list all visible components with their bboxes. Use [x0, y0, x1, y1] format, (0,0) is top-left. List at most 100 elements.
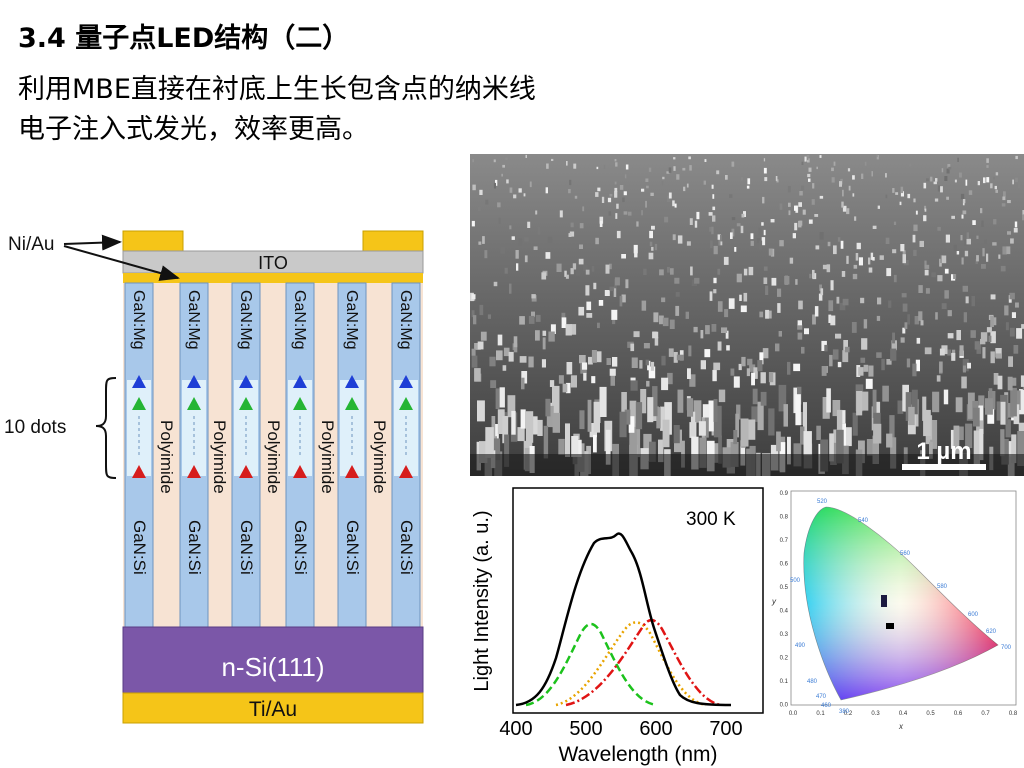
- sem-grain: [566, 382, 571, 394]
- sem-grain: [690, 411, 696, 436]
- sem-grain: [519, 316, 525, 325]
- sem-grain: [738, 363, 742, 371]
- sem-grain: [654, 243, 658, 251]
- sem-grain: [778, 331, 782, 337]
- sem-grain: [698, 421, 706, 436]
- sem-grain: [708, 212, 713, 216]
- sem-grain: [628, 211, 632, 216]
- sem-grain: [717, 301, 723, 312]
- sem-grain: [807, 160, 809, 163]
- sem-grain: [842, 298, 849, 306]
- sem-grain: [736, 404, 741, 420]
- sem-grain: [511, 410, 516, 435]
- sem-grain: [809, 273, 812, 279]
- sem-grain: [981, 264, 986, 269]
- sem-grain: [848, 185, 851, 191]
- sem-grain: [812, 314, 816, 325]
- sem-grain: [731, 228, 735, 237]
- scale-bar: [902, 464, 986, 470]
- sem-grain: [607, 197, 612, 203]
- sem-grain: [669, 319, 675, 329]
- sem-grain: [619, 411, 627, 438]
- sem-grain: [789, 257, 794, 264]
- sem-grain: [597, 187, 601, 192]
- sem-grain: [998, 258, 1002, 264]
- sem-grain: [709, 226, 712, 232]
- sem-grain: [599, 221, 603, 227]
- sem-grain: [861, 173, 864, 179]
- sem-grain: [561, 312, 566, 318]
- sem-grain: [995, 172, 999, 176]
- sem-grain: [609, 263, 612, 270]
- sem-grain: [547, 236, 553, 244]
- sem-grain: [471, 310, 475, 318]
- sem-grain: [885, 173, 887, 178]
- sem-grain: [487, 314, 491, 319]
- sem-grain: [687, 398, 694, 417]
- sem-grain: [804, 156, 807, 162]
- sem-grain: [877, 205, 880, 209]
- sem-grain: [740, 418, 749, 447]
- sem-grain: [643, 343, 650, 349]
- sem-grain: [831, 167, 834, 172]
- sem-grain: [1009, 327, 1015, 337]
- sem-grain: [709, 291, 713, 301]
- sem-grain: [621, 392, 627, 423]
- sem-grain: [750, 240, 754, 246]
- sem-grain: [776, 431, 781, 452]
- sem-grain: [962, 285, 968, 292]
- sem-grain: [736, 273, 742, 283]
- sem-grain: [713, 277, 717, 284]
- sem-grain: [472, 184, 476, 191]
- sem-grain: [1019, 389, 1024, 415]
- sem-grain: [982, 248, 985, 257]
- sem-grain: [479, 189, 483, 195]
- sem-grain: [852, 193, 855, 197]
- sem-grain: [674, 277, 680, 284]
- sem-grain: [924, 347, 932, 355]
- sem-grain: [712, 206, 716, 211]
- sem-grain: [662, 419, 670, 448]
- sem-grain: [710, 240, 713, 249]
- sem-grain: [904, 322, 908, 329]
- sem-grain: [911, 389, 918, 415]
- sem-grain: [650, 192, 654, 196]
- sem-grain: [775, 343, 780, 352]
- sem-grain: [814, 306, 819, 317]
- cie-y-tick: 0.1: [780, 679, 789, 685]
- sem-grain: [621, 254, 626, 259]
- sem-grain: [901, 293, 907, 298]
- sem-grain: [765, 309, 770, 319]
- sem-grain: [972, 220, 976, 225]
- sem-grain: [757, 401, 764, 431]
- sem-grain: [513, 336, 518, 348]
- sem-grain: [886, 433, 893, 448]
- sem-grain: [842, 350, 849, 363]
- sem-grain: [502, 365, 507, 371]
- sem-grain: [693, 400, 702, 423]
- sem-grain: [861, 391, 869, 411]
- sem-grain: [582, 206, 585, 212]
- sem-grain: [573, 163, 577, 169]
- sem-grain: [961, 376, 967, 389]
- sem-grain: [977, 181, 980, 186]
- sem-grain: [852, 412, 858, 436]
- ito-label: ITO: [258, 253, 288, 273]
- sem-grain: [799, 191, 803, 196]
- sem-grain: [876, 155, 879, 160]
- sem-grain: [489, 356, 496, 367]
- sem-grain: [484, 250, 488, 259]
- sem-grain: [892, 249, 897, 254]
- sem-grain: [700, 360, 706, 370]
- dot-red-1: [132, 465, 146, 478]
- sem-grain: [856, 391, 863, 416]
- sem-grain: [716, 170, 720, 175]
- cie-data-point-2: [886, 623, 894, 629]
- sem-grain: [624, 174, 627, 179]
- sem-grain: [570, 375, 577, 388]
- slide-title: 3.4 量子点LED结构（二）: [18, 23, 350, 54]
- sem-grain: [699, 437, 707, 468]
- sem-grain: [623, 191, 627, 196]
- sem-grain: [649, 230, 653, 239]
- sem-grain: [504, 434, 510, 467]
